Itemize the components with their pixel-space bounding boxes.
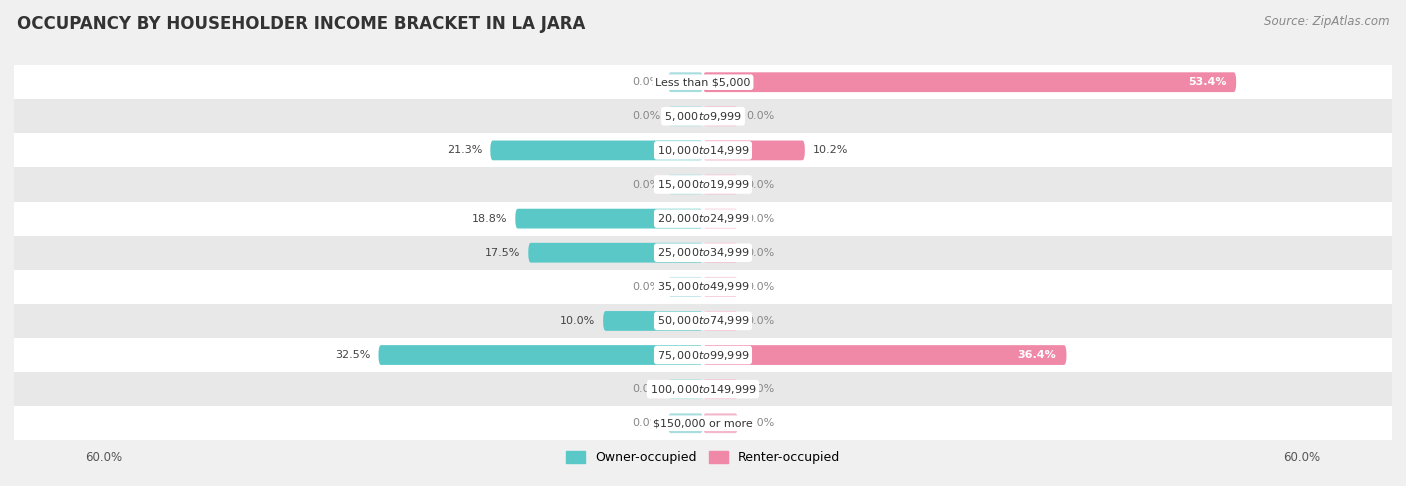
FancyBboxPatch shape (529, 243, 703, 262)
Text: $15,000 to $19,999: $15,000 to $19,999 (657, 178, 749, 191)
Legend: Owner-occupied, Renter-occupied: Owner-occupied, Renter-occupied (562, 448, 844, 468)
FancyBboxPatch shape (603, 311, 703, 331)
Text: $25,000 to $34,999: $25,000 to $34,999 (657, 246, 749, 259)
FancyBboxPatch shape (703, 379, 738, 399)
Bar (0, 372, 1406, 406)
Text: 0.0%: 0.0% (747, 179, 775, 190)
Text: 60.0%: 60.0% (1284, 451, 1320, 464)
Text: $75,000 to $99,999: $75,000 to $99,999 (657, 348, 749, 362)
FancyBboxPatch shape (668, 174, 703, 194)
Text: 10.2%: 10.2% (813, 145, 848, 156)
Text: $35,000 to $49,999: $35,000 to $49,999 (657, 280, 749, 294)
Text: 0.0%: 0.0% (747, 384, 775, 394)
FancyBboxPatch shape (703, 414, 738, 433)
Text: Source: ZipAtlas.com: Source: ZipAtlas.com (1264, 15, 1389, 28)
Text: 18.8%: 18.8% (472, 214, 508, 224)
Text: 60.0%: 60.0% (86, 451, 122, 464)
FancyBboxPatch shape (668, 106, 703, 126)
Text: 0.0%: 0.0% (747, 214, 775, 224)
Text: Less than $5,000: Less than $5,000 (655, 77, 751, 87)
Text: 0.0%: 0.0% (631, 418, 659, 428)
FancyBboxPatch shape (703, 277, 738, 297)
Text: $10,000 to $14,999: $10,000 to $14,999 (657, 144, 749, 157)
Text: $5,000 to $9,999: $5,000 to $9,999 (664, 110, 742, 123)
Text: 0.0%: 0.0% (631, 282, 659, 292)
Bar (0, 236, 1406, 270)
Bar (0, 168, 1406, 202)
Text: $20,000 to $24,999: $20,000 to $24,999 (657, 212, 749, 225)
FancyBboxPatch shape (378, 345, 703, 365)
Bar (0, 133, 1406, 168)
FancyBboxPatch shape (703, 72, 1236, 92)
Text: 53.4%: 53.4% (1188, 77, 1226, 87)
Bar (0, 99, 1406, 133)
FancyBboxPatch shape (703, 106, 738, 126)
Text: 0.0%: 0.0% (631, 384, 659, 394)
Text: 0.0%: 0.0% (631, 111, 659, 122)
FancyBboxPatch shape (668, 379, 703, 399)
FancyBboxPatch shape (703, 140, 804, 160)
FancyBboxPatch shape (491, 140, 703, 160)
Bar (0, 406, 1406, 440)
FancyBboxPatch shape (668, 72, 703, 92)
Text: 0.0%: 0.0% (631, 179, 659, 190)
Text: 0.0%: 0.0% (747, 418, 775, 428)
Bar (0, 338, 1406, 372)
Bar (0, 65, 1406, 99)
Text: 36.4%: 36.4% (1018, 350, 1056, 360)
FancyBboxPatch shape (703, 345, 1066, 365)
FancyBboxPatch shape (703, 208, 738, 228)
Text: 0.0%: 0.0% (631, 77, 659, 87)
FancyBboxPatch shape (703, 174, 738, 194)
Bar (0, 270, 1406, 304)
Bar (0, 202, 1406, 236)
Text: $100,000 to $149,999: $100,000 to $149,999 (650, 382, 756, 396)
FancyBboxPatch shape (703, 311, 738, 331)
Text: 0.0%: 0.0% (747, 282, 775, 292)
Text: 10.0%: 10.0% (560, 316, 595, 326)
Text: 17.5%: 17.5% (485, 248, 520, 258)
FancyBboxPatch shape (703, 243, 738, 262)
Text: 0.0%: 0.0% (747, 248, 775, 258)
Text: 0.0%: 0.0% (747, 316, 775, 326)
Text: 0.0%: 0.0% (747, 111, 775, 122)
Text: $50,000 to $74,999: $50,000 to $74,999 (657, 314, 749, 328)
Bar (0, 304, 1406, 338)
Text: 21.3%: 21.3% (447, 145, 482, 156)
Text: $150,000 or more: $150,000 or more (654, 418, 752, 428)
FancyBboxPatch shape (515, 208, 703, 228)
FancyBboxPatch shape (668, 277, 703, 297)
Text: 32.5%: 32.5% (335, 350, 371, 360)
FancyBboxPatch shape (668, 414, 703, 433)
Text: OCCUPANCY BY HOUSEHOLDER INCOME BRACKET IN LA JARA: OCCUPANCY BY HOUSEHOLDER INCOME BRACKET … (17, 15, 585, 33)
